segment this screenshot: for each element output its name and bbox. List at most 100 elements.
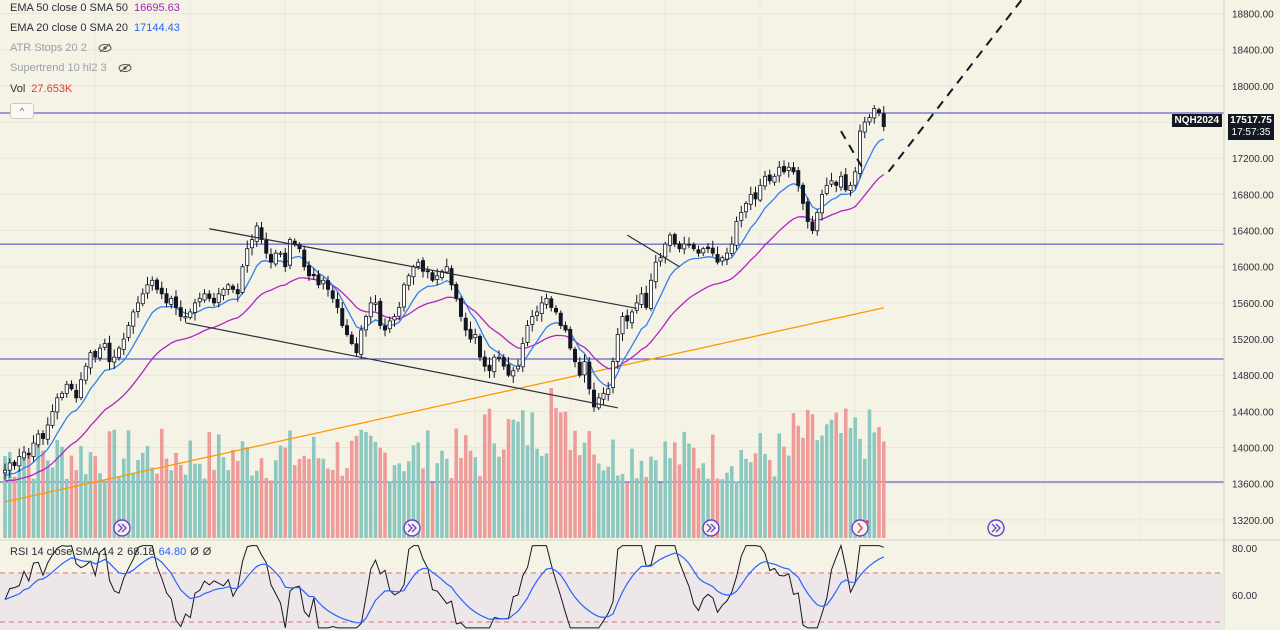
- candle-body: [449, 268, 454, 286]
- rsi-sma-line: [4, 552, 885, 624]
- candle-body: [192, 302, 197, 313]
- candle-body: [582, 361, 587, 376]
- trend-line[interactable]: [626, 234, 680, 268]
- volume-bar: [421, 468, 425, 538]
- candle-body: [525, 325, 530, 343]
- volume-bar: [544, 453, 549, 538]
- volume-bar: [60, 446, 64, 538]
- volume-bar: [767, 459, 772, 538]
- notification-dot: [865, 520, 869, 524]
- volume-bar: [763, 453, 767, 538]
- volume-bar: [264, 478, 269, 538]
- candle-body: [492, 356, 497, 373]
- projection-dashed-line[interactable]: [840, 130, 866, 173]
- candle-body: [563, 325, 568, 331]
- trend-line[interactable]: [209, 228, 637, 309]
- candle-body: [516, 365, 521, 370]
- legend-ema50[interactable]: EMA 50 close 0 SMA 50 16695.63: [10, 2, 180, 15]
- candle-body: [107, 342, 112, 363]
- candle-body: [154, 279, 159, 290]
- volume-bar: [136, 459, 140, 538]
- volume-bar: [88, 452, 93, 538]
- volume-bar: [159, 428, 164, 538]
- candle-body: [858, 130, 863, 174]
- rsi-legend[interactable]: RSI 14 close SMA 14 2 68.18 64.80 Ø Ø: [10, 546, 215, 558]
- volume-bar: [739, 449, 744, 538]
- candle-body: [216, 293, 221, 303]
- volume-bar: [212, 469, 216, 538]
- legend-atr-stops[interactable]: ATR Stops 20 2: [10, 42, 112, 55]
- volume-bar: [31, 478, 36, 538]
- volume-bar: [862, 458, 867, 538]
- event-marker-icon[interactable]: [403, 519, 421, 537]
- volume-bar: [126, 430, 131, 538]
- earnings-marker-icon[interactable]: [851, 519, 869, 537]
- volume-bar: [245, 447, 250, 538]
- volume-bar: [696, 468, 701, 538]
- legend-ema20[interactable]: EMA 20 close 0 SMA 20 17144.43: [10, 22, 180, 35]
- candle-body: [7, 462, 12, 471]
- candle-body: [720, 257, 725, 262]
- candle-body: [60, 392, 65, 399]
- candle-body: [140, 293, 145, 305]
- price-axis[interactable]: [1224, 0, 1280, 630]
- volume-bar: [482, 414, 487, 538]
- volume-bar: [155, 473, 159, 538]
- candle-body: [36, 433, 41, 446]
- candle-body: [93, 350, 98, 358]
- volume-bar: [454, 428, 459, 538]
- volume-bar: [620, 473, 625, 538]
- volume-bar: [663, 441, 668, 538]
- volume-bar: [677, 464, 682, 538]
- volume-bar: [478, 476, 482, 538]
- volume-bar: [815, 440, 820, 538]
- volume-bar: [425, 430, 430, 538]
- candle-body: [88, 352, 93, 369]
- volume-bar: [17, 469, 22, 538]
- candle-body: [839, 175, 844, 188]
- candle-body: [273, 252, 278, 265]
- volume-bar: [796, 425, 801, 538]
- volume-bar: [791, 413, 796, 538]
- volume-bar: [720, 479, 725, 538]
- volume-bar: [630, 448, 634, 538]
- volume-bar: [202, 478, 207, 538]
- candle-body: [739, 212, 744, 221]
- trend-line[interactable]: [185, 322, 618, 409]
- candle-body: [302, 249, 307, 268]
- candle-body: [496, 356, 501, 359]
- candle-body: [501, 357, 506, 367]
- eye-hidden-icon[interactable]: [98, 43, 112, 53]
- volume-bar: [487, 408, 492, 538]
- candle-body: [69, 383, 74, 390]
- event-marker-icon[interactable]: [987, 519, 1005, 537]
- volume-bar: [853, 417, 858, 538]
- candle-body: [630, 311, 635, 324]
- volume-bar: [411, 445, 416, 538]
- volume-bar: [174, 452, 178, 538]
- volume-bar: [416, 442, 421, 538]
- volume-bar: [497, 456, 501, 538]
- candle-body: [169, 297, 174, 305]
- candle-body: [131, 311, 136, 327]
- eye-hidden-icon[interactable]: [118, 63, 132, 73]
- candle-body: [530, 316, 535, 325]
- candle-body: [268, 254, 273, 263]
- volume-bar: [858, 438, 862, 538]
- legend-supertrend[interactable]: Supertrend 10 hl2 3: [10, 62, 132, 75]
- candle-body: [416, 261, 421, 267]
- price-tick-label: 17200.00: [1232, 154, 1274, 165]
- event-marker-icon[interactable]: [702, 519, 720, 537]
- legend-volume[interactable]: Vol 27.653K: [10, 83, 72, 96]
- projection-dashed-line[interactable]: [887, 0, 1023, 173]
- volume-bar: [55, 440, 60, 538]
- rsi-label: RSI 14 close SMA 14 2: [10, 546, 124, 558]
- candle-body: [311, 273, 316, 277]
- event-marker-icon[interactable]: [113, 519, 131, 537]
- price-tick-label: 15600.00: [1232, 299, 1274, 310]
- volume-bar: [848, 428, 853, 538]
- volume-bar: [492, 443, 497, 538]
- collapse-legend-button[interactable]: ^: [10, 103, 34, 119]
- candle-body: [649, 279, 654, 309]
